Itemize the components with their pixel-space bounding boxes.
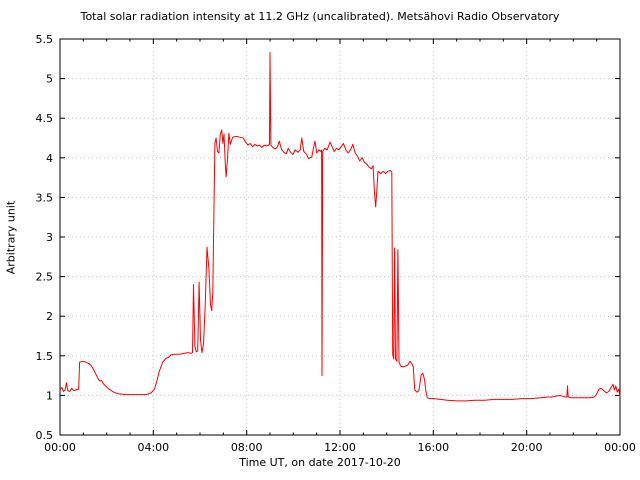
y-tick-label: 2.5 <box>36 271 54 284</box>
y-tick-label: 3.5 <box>36 191 54 204</box>
y-tick-label: 0.5 <box>36 429 54 442</box>
y-tick-label: 5.5 <box>36 33 54 46</box>
x-tick-label: 08:00 <box>231 441 263 454</box>
x-tick-label: 04:00 <box>137 441 169 454</box>
y-tick-label: 4.5 <box>36 112 54 125</box>
x-tick-label: 00:00 <box>604 441 636 454</box>
data-line <box>59 52 621 402</box>
y-tick-label: 3 <box>46 231 53 244</box>
chart-title: Total solar radiation intensity at 11.2 … <box>80 10 560 23</box>
x-tick-label: 00:00 <box>44 441 76 454</box>
x-tick-label: 16:00 <box>417 441 449 454</box>
y-tick-label: 1 <box>46 389 53 402</box>
y-axis-label: Arbitrary unit <box>4 200 18 275</box>
x-tick-label: 20:00 <box>511 441 543 454</box>
y-tick-label: 4 <box>46 152 53 165</box>
y-tick-label: 5 <box>46 73 53 86</box>
y-tick-label: 2 <box>46 310 53 323</box>
x-axis-label: Time UT, on date 2017-10-20 <box>239 456 401 469</box>
x-tick-label: 12:00 <box>324 441 356 454</box>
y-tick-label: 1.5 <box>36 350 54 363</box>
